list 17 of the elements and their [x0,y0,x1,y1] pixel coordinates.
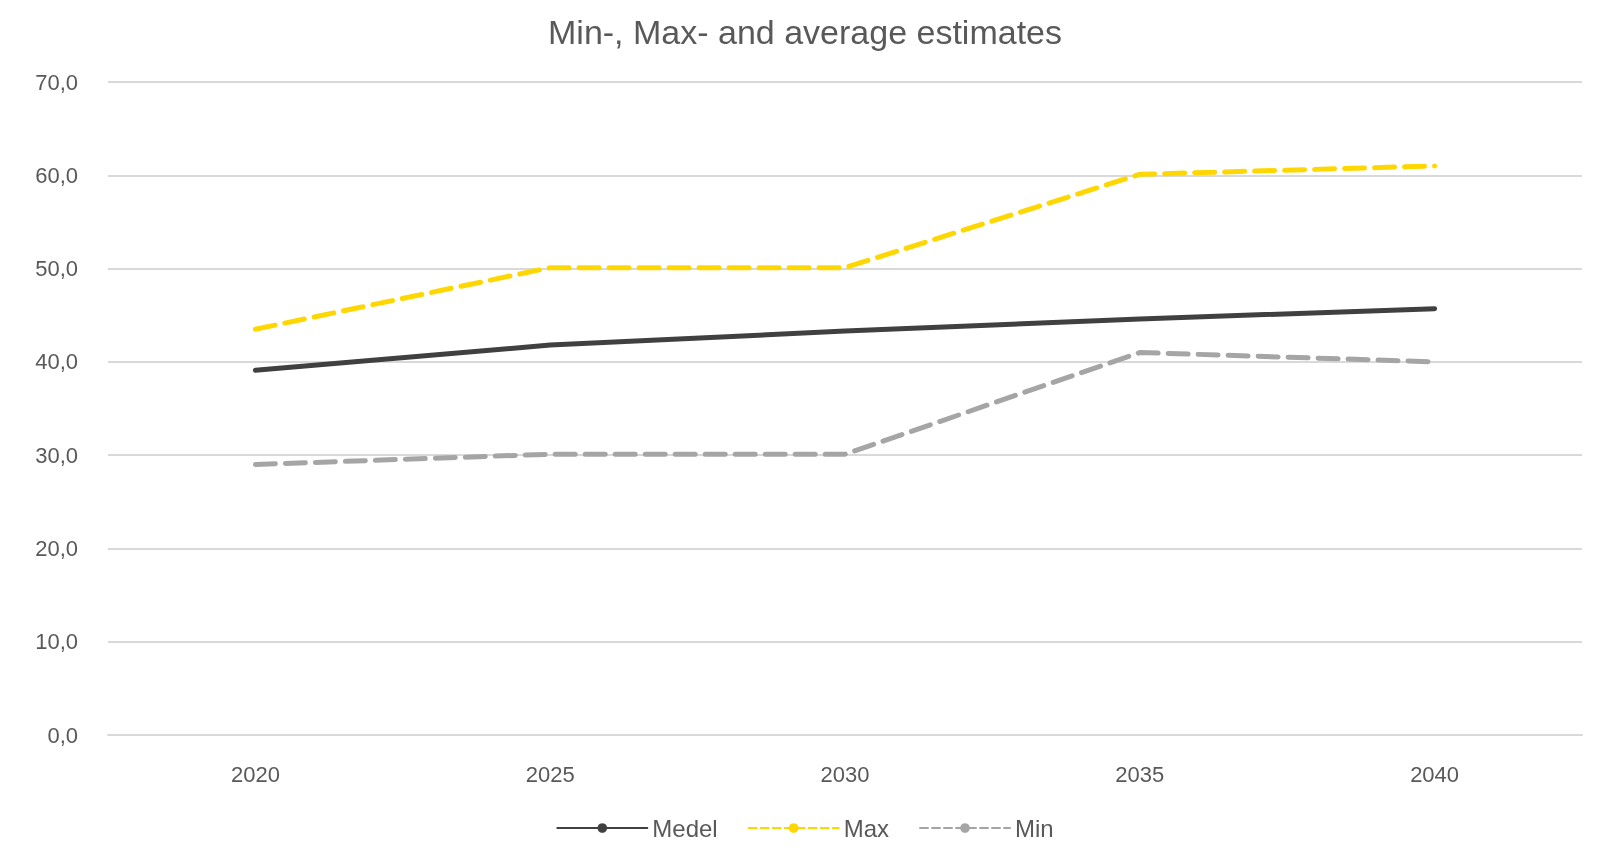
x-tick-label: 2030 [820,761,870,787]
legend-label: Min [1015,814,1054,842]
x-tick-label: 2035 [1115,761,1165,787]
x-tick-label: 2040 [1410,761,1460,787]
y-tick-label: 50,0 [35,256,78,282]
y-tick-label: 40,0 [35,349,78,375]
x-tick-label: 2020 [230,761,280,787]
y-tick-label: 30,0 [35,442,78,468]
chart-title: Min-, Max- and average estimates [548,13,1062,51]
y-tick-label: 60,0 [35,162,78,188]
y-tick-label: 0,0 [47,722,78,748]
legend-label: Medel [652,814,718,842]
legend-label: Max [843,814,890,842]
y-tick-label: 10,0 [35,629,78,655]
y-tick-label: 20,0 [35,535,78,561]
y-tick-label: 70,0 [35,69,78,95]
x-tick-label: 2025 [525,761,575,787]
